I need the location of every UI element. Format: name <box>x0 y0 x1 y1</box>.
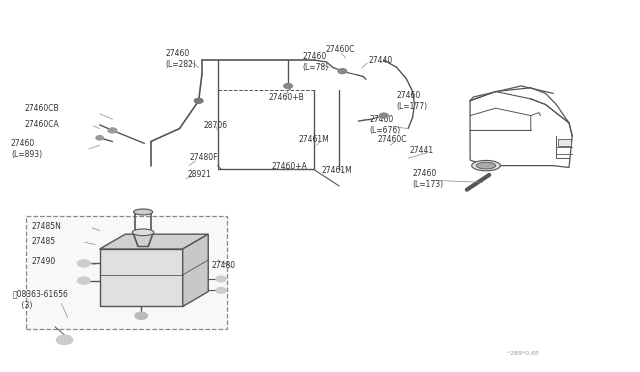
Text: 27460+A: 27460+A <box>271 162 307 171</box>
Text: 27480F: 27480F <box>189 153 218 161</box>
Text: 27490: 27490 <box>31 257 56 266</box>
Text: 27460+B: 27460+B <box>269 93 305 102</box>
Circle shape <box>216 288 226 294</box>
Circle shape <box>194 98 203 103</box>
Text: 27460C: 27460C <box>378 135 407 144</box>
Text: 27460CB: 27460CB <box>25 105 60 113</box>
Polygon shape <box>182 234 208 307</box>
Text: 27460
(L=893): 27460 (L=893) <box>11 139 42 159</box>
Text: 27460
(L=282): 27460 (L=282) <box>166 49 196 69</box>
Text: 27460CA: 27460CA <box>25 121 60 129</box>
Circle shape <box>284 83 292 89</box>
Ellipse shape <box>472 160 500 171</box>
Ellipse shape <box>134 209 153 215</box>
Ellipse shape <box>476 162 495 169</box>
Text: 27480: 27480 <box>211 261 236 270</box>
Text: 27485: 27485 <box>31 237 56 246</box>
Text: 27460
(L=173): 27460 (L=173) <box>413 169 444 189</box>
Text: 27460C: 27460C <box>325 45 355 54</box>
Circle shape <box>338 68 347 74</box>
Text: 28921: 28921 <box>187 170 211 179</box>
FancyBboxPatch shape <box>26 216 227 329</box>
Circle shape <box>135 312 148 320</box>
Polygon shape <box>100 234 208 249</box>
Text: 27460
(L=676): 27460 (L=676) <box>370 115 401 135</box>
Bar <box>558 138 571 146</box>
Text: 27460
(L=78): 27460 (L=78) <box>302 52 328 72</box>
Circle shape <box>56 335 73 344</box>
Text: 27461M: 27461M <box>298 135 329 144</box>
Text: 28706: 28706 <box>204 122 228 131</box>
Circle shape <box>108 128 117 133</box>
Circle shape <box>77 260 90 267</box>
Circle shape <box>77 277 90 284</box>
Text: 27441: 27441 <box>410 146 433 155</box>
FancyBboxPatch shape <box>100 249 182 307</box>
Circle shape <box>96 136 104 140</box>
Circle shape <box>216 276 226 282</box>
Circle shape <box>380 113 388 118</box>
Ellipse shape <box>132 229 154 235</box>
Text: 27460
(L=177): 27460 (L=177) <box>397 91 428 111</box>
Text: Ⓜ08363-61656
    (3): Ⓜ08363-61656 (3) <box>12 290 68 310</box>
Text: 27461M: 27461M <box>321 166 352 175</box>
Text: ^289*0.6P: ^289*0.6P <box>505 351 539 356</box>
Text: 27440: 27440 <box>369 56 393 65</box>
Text: 27485N: 27485N <box>31 222 61 231</box>
